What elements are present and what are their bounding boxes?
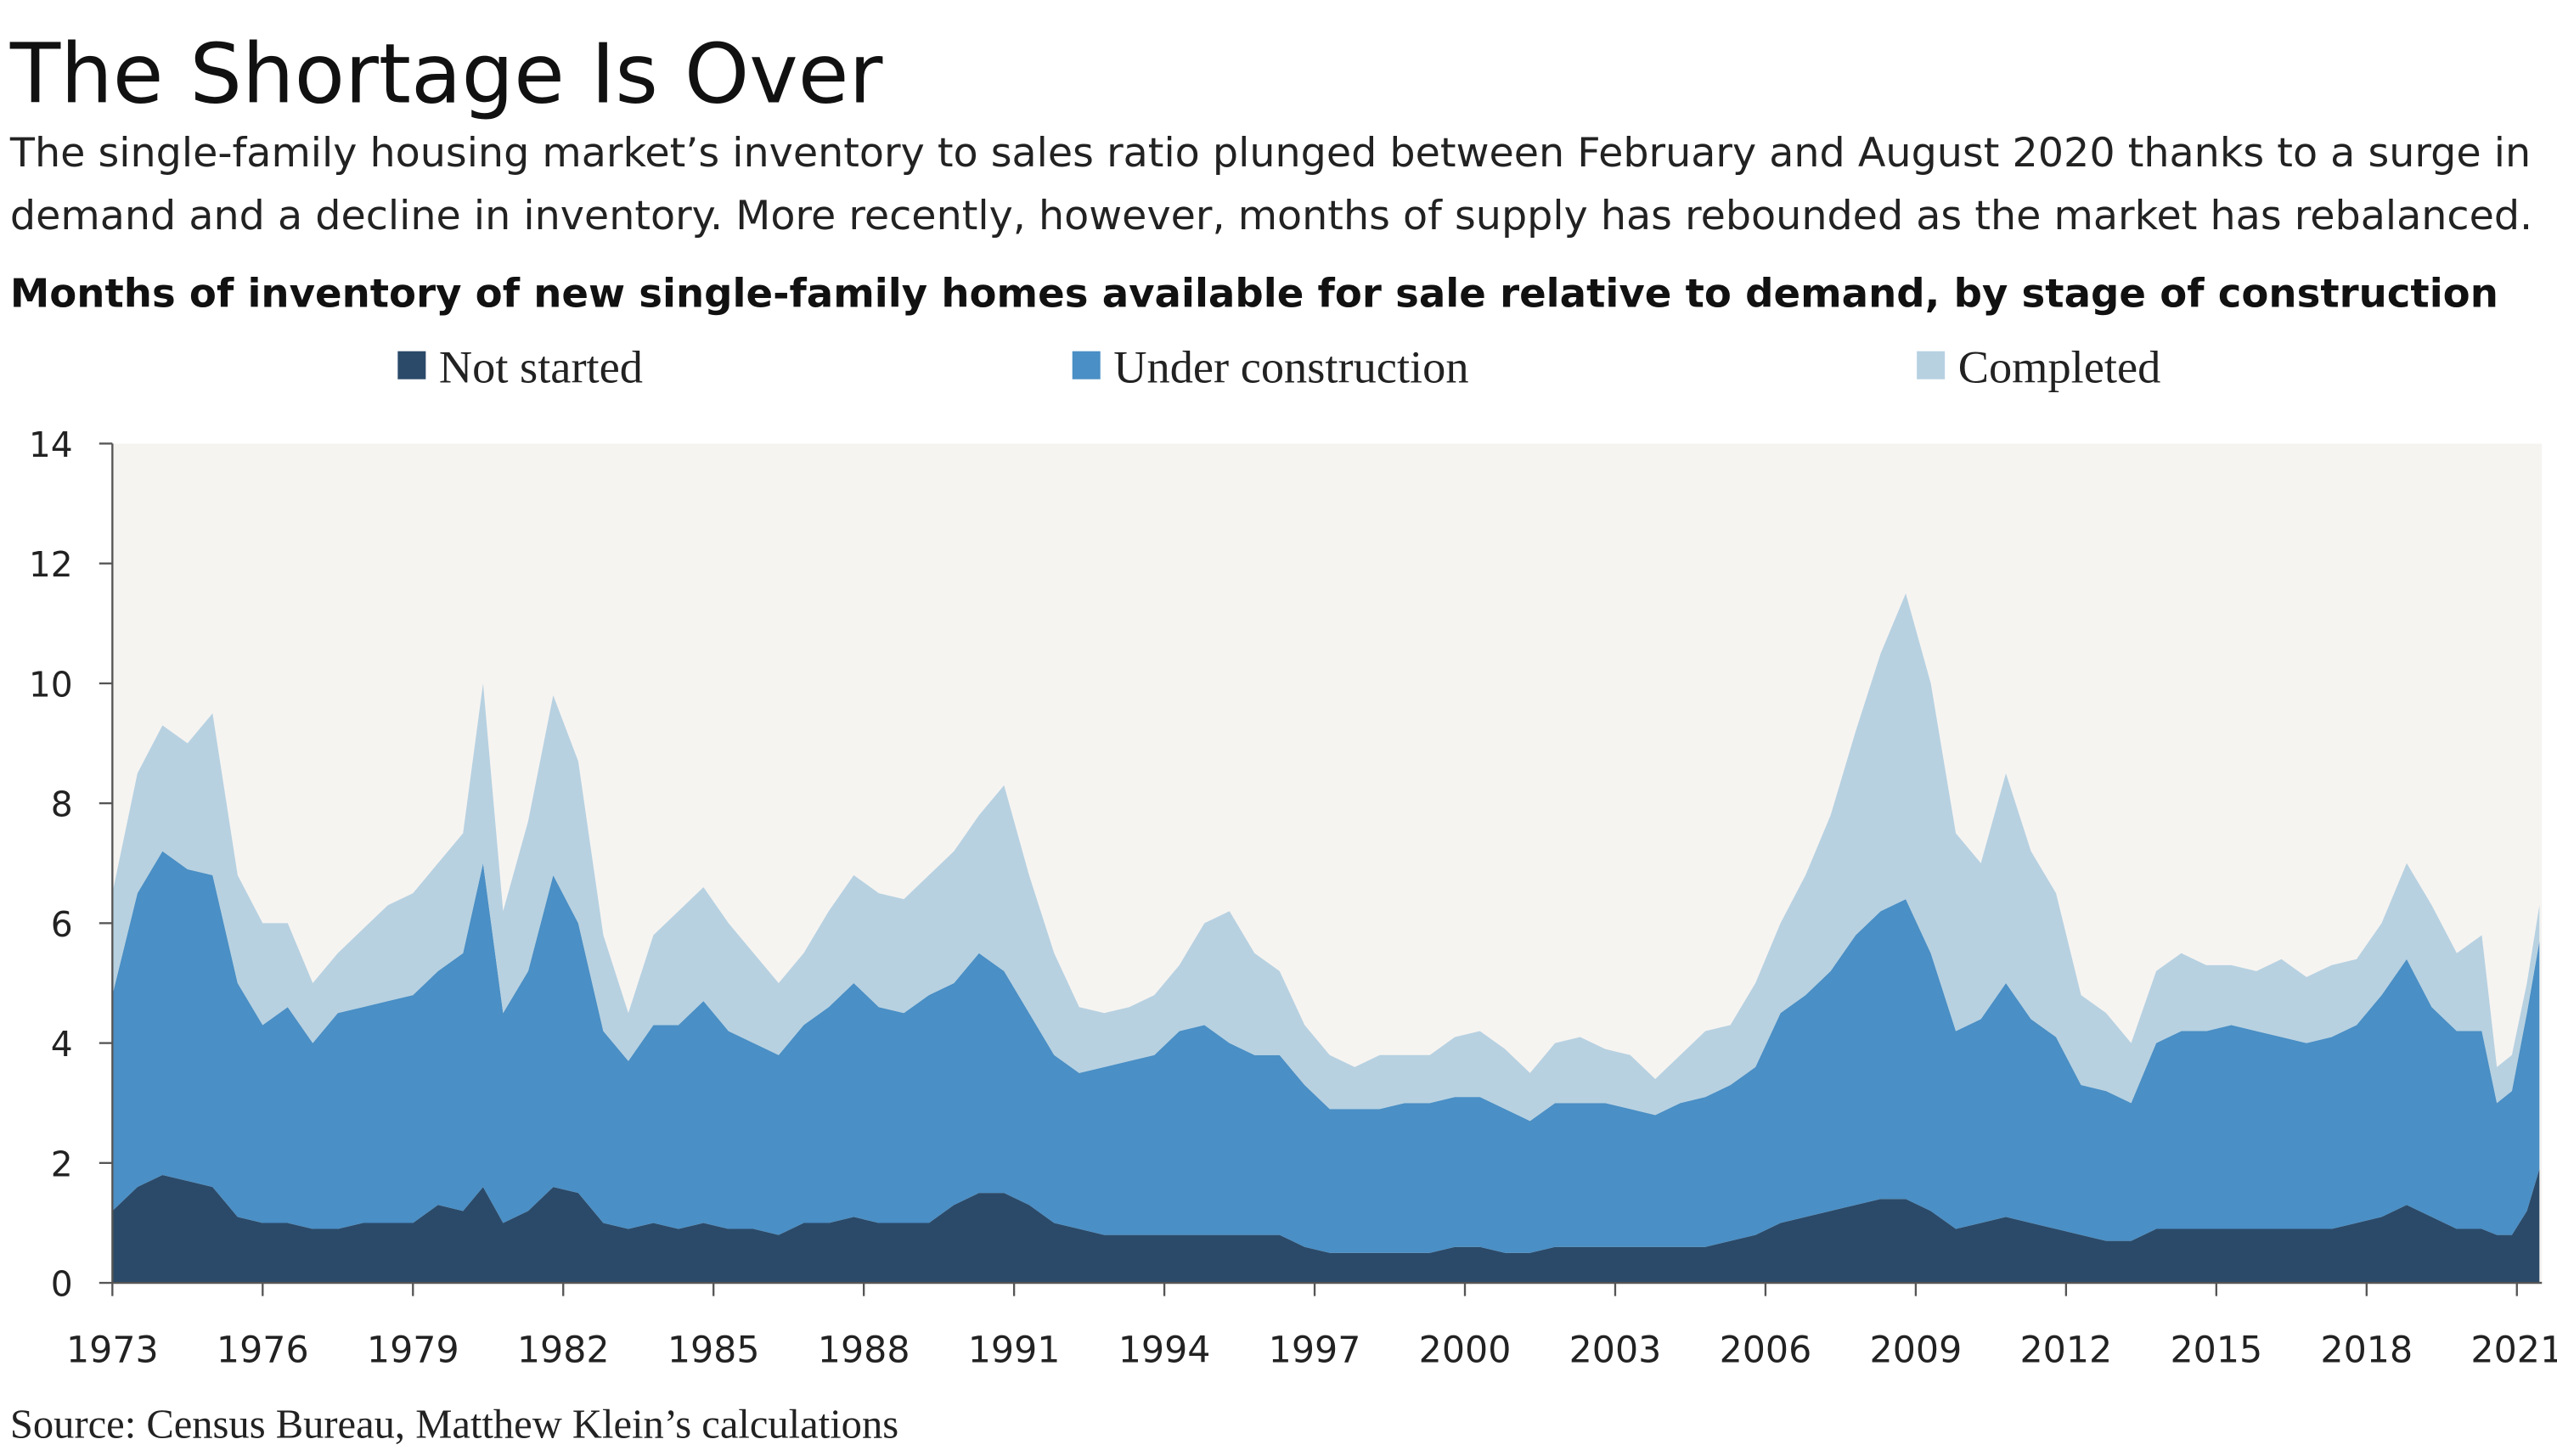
y-tick-label: 4 [51, 1024, 73, 1065]
x-tick-label: 2021 [2470, 1329, 2557, 1371]
x-tick-label: 1982 [517, 1329, 610, 1371]
title: The Shortage Is Over [9, 25, 883, 121]
x-tick-label: 2009 [1870, 1329, 1963, 1371]
x-tick-label: 2000 [1419, 1329, 1512, 1371]
legend-swatch [1917, 351, 1946, 379]
x-tick-label: 1991 [968, 1329, 1061, 1371]
y-tick-label: 6 [51, 904, 73, 945]
subtitle-line: The single-family housing market’s inven… [9, 130, 2531, 177]
x-tick-label: 1973 [66, 1329, 159, 1371]
x-tick-label: 2018 [2320, 1329, 2413, 1371]
x-tick-label: 1994 [1118, 1329, 1211, 1371]
x-tick-label: 2015 [2170, 1329, 2262, 1371]
x-tick-label: 1997 [1269, 1329, 1361, 1371]
legend-label: Not started [439, 342, 643, 393]
y-tick-label: 8 [51, 784, 73, 825]
y-tick-label: 12 [29, 544, 73, 585]
area-1 [112, 851, 2540, 1253]
x-tick-label: 1985 [667, 1329, 760, 1371]
x-tick-label: 2012 [2020, 1329, 2113, 1371]
source: Source: Census Bureau, Matthew Klein’s c… [10, 1402, 898, 1448]
legend-swatch [397, 351, 426, 379]
area-0 [112, 1168, 2540, 1284]
x-tick-label: 2006 [1720, 1329, 1812, 1371]
subtitle-line: demand and a decline in inventory. More … [10, 193, 2532, 239]
y-tick-label: 2 [51, 1144, 73, 1184]
y-tick-label: 14 [29, 424, 73, 465]
x-tick-label: 1976 [217, 1329, 309, 1371]
x-tick-label: 2003 [1569, 1329, 1662, 1371]
area-2 [112, 593, 2540, 1122]
chart-title: Months of inventory of new single-family… [10, 270, 2498, 316]
y-tick-label: 0 [51, 1264, 73, 1305]
x-tick-label: 1988 [818, 1329, 910, 1371]
y-tick-label: 10 [29, 664, 73, 705]
legend-label: Under construction [1113, 342, 1468, 393]
x-tick-label: 1979 [367, 1329, 459, 1371]
legend-swatch [1072, 351, 1101, 379]
legend-label: Completed [1958, 342, 2161, 393]
